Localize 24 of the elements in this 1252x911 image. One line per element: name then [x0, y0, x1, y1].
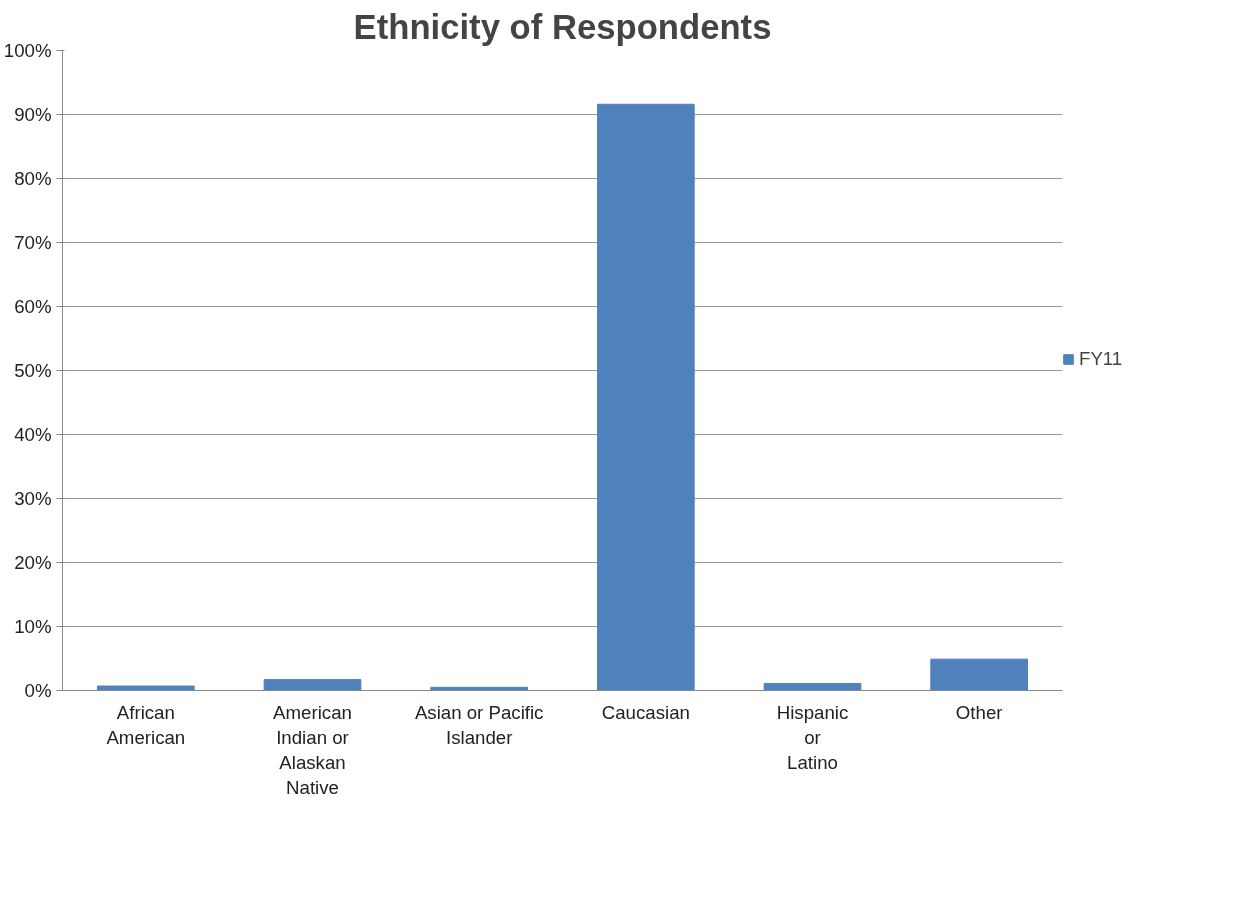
y-tick-label: 30% [14, 488, 52, 509]
y-tick-label: 80% [14, 168, 52, 189]
y-tick-label: 10% [14, 616, 52, 637]
bar [763, 682, 862, 691]
y-tick-label: 70% [14, 232, 52, 253]
legend-label: FY11 [1079, 348, 1123, 370]
x-tick-label: American Indian or Alaskan Native [273, 701, 352, 799]
x-tick-label: Asian or Pacific Islander [414, 701, 544, 748]
x-tick-label: Hispanic or Latino [776, 701, 849, 773]
x-tick-label: Other [955, 701, 1003, 723]
bar [930, 658, 1028, 691]
y-tick-label: 20% [14, 552, 52, 573]
bar [263, 679, 362, 691]
bar [597, 103, 695, 691]
y-tick-label: 40% [14, 424, 52, 445]
y-tick-label: 90% [14, 104, 52, 125]
y-tick-label: 50% [14, 360, 52, 381]
x-tick-label: African American [106, 701, 186, 748]
y-tick-label: 60% [14, 296, 52, 317]
y-tick-label: 100% [3, 40, 52, 61]
chart-title: Ethnicity of Respondents [353, 7, 772, 46]
bar [97, 685, 195, 691]
y-tick-label: 0% [24, 680, 52, 701]
x-tick-label: Caucasian [601, 701, 690, 723]
